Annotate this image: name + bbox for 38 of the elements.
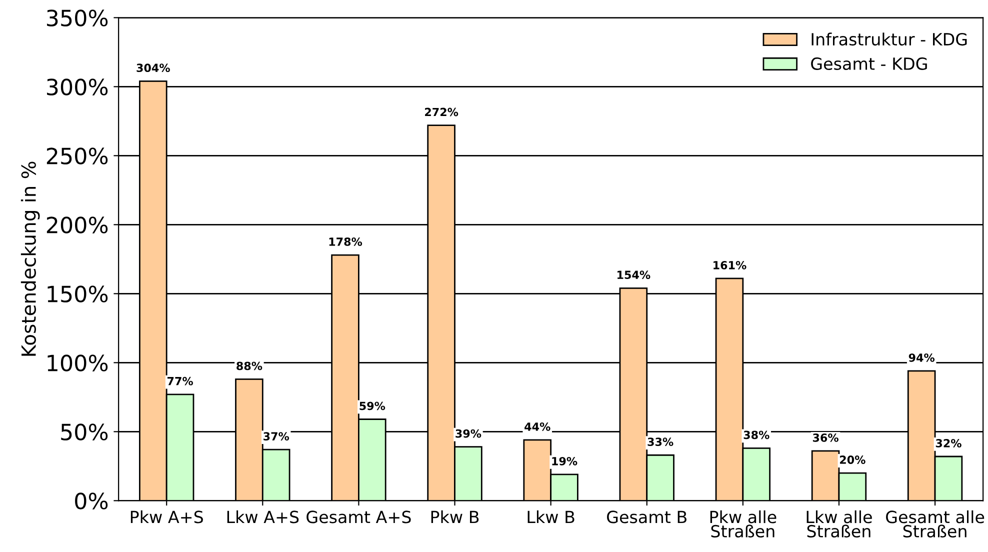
y-axis-title: Kostendeckung in % [20, 162, 40, 356]
legend-label: Gesamt - KDG [811, 57, 927, 70]
y-tick-label: 50% [61, 424, 108, 440]
text: 37% [264, 432, 290, 441]
y-tick-label: 150% [48, 286, 108, 302]
y-tick-label: 350% [47, 10, 108, 26]
x-tick-label: Lkw A+S [227, 510, 299, 524]
text: 19% [552, 456, 578, 466]
text: 33% [648, 438, 674, 446]
text: 59% [360, 402, 386, 410]
x-tick-label: Pkw A+S [130, 510, 203, 524]
x-tick-label: Pkw B [431, 510, 479, 524]
x-tick-label: Pkw alle Straßen [710, 510, 776, 538]
text: 154% [618, 270, 650, 280]
x-tick-label: Gesamt alle Straßen [886, 510, 984, 538]
text: 94% [908, 353, 935, 362]
y-tick-label: 100% [48, 354, 108, 372]
x-tick-label: Gesamt A+S [306, 510, 411, 524]
text: 38% [744, 430, 770, 440]
y-tick-label: 250% [46, 148, 108, 164]
text: 36% [812, 433, 838, 442]
text: 304% [136, 64, 170, 72]
x-tick-label: Gesamt B [607, 510, 686, 524]
text: 20% [840, 456, 866, 464]
x-tick-label: Lkw alle Straßen [806, 510, 872, 538]
text: 32% [936, 439, 962, 448]
y-tick-label: 0% [75, 492, 108, 510]
text: 178% [329, 238, 362, 246]
text: 39% [456, 429, 482, 438]
text: 77% [167, 376, 193, 386]
y-tick-label: 300% [47, 78, 108, 96]
x-tick-label: Lkw B [528, 510, 574, 524]
text: 44% [524, 422, 550, 431]
y-tick-label: 200% [46, 216, 108, 234]
text: 161% [714, 260, 746, 270]
text: 272% [425, 108, 458, 116]
legend-label: Infrastruktur - KDG [812, 32, 967, 46]
text: 88% [236, 362, 262, 370]
